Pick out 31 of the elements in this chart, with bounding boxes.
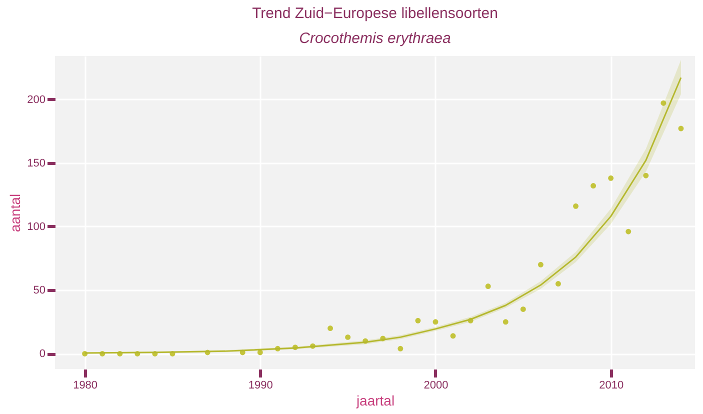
point [643,172,649,178]
point [520,306,526,312]
x-tick-label: 1980 [73,380,98,392]
point [345,334,351,340]
y-tick-label: 100 [27,220,46,233]
point [415,318,421,324]
point [538,262,544,268]
x-tick-label: 2010 [599,380,624,392]
point [608,175,614,181]
point [398,346,404,352]
point [328,326,334,332]
point [590,183,596,189]
point [626,228,632,234]
chart-title: Trend Zuid−Europese libellensoorten [252,5,498,22]
x-axis-title: jaartal [355,392,395,408]
point [432,319,438,325]
y-tick-label: 0 [39,348,46,360]
point [450,333,456,339]
point [555,281,561,286]
point [485,284,491,290]
point [678,126,684,132]
y-axis-title: aantal [7,194,24,232]
point [660,100,666,106]
y-tick-label: 200 [27,94,46,106]
point [573,203,579,209]
x-tick-label: 2000 [424,380,448,392]
point [502,319,508,325]
x-tick-label: 1990 [248,380,273,392]
chart-subtitle: Crocothemis erythraea [299,30,451,47]
y-tick-label: 50 [33,284,46,297]
y-tick-label: 150 [27,157,46,170]
